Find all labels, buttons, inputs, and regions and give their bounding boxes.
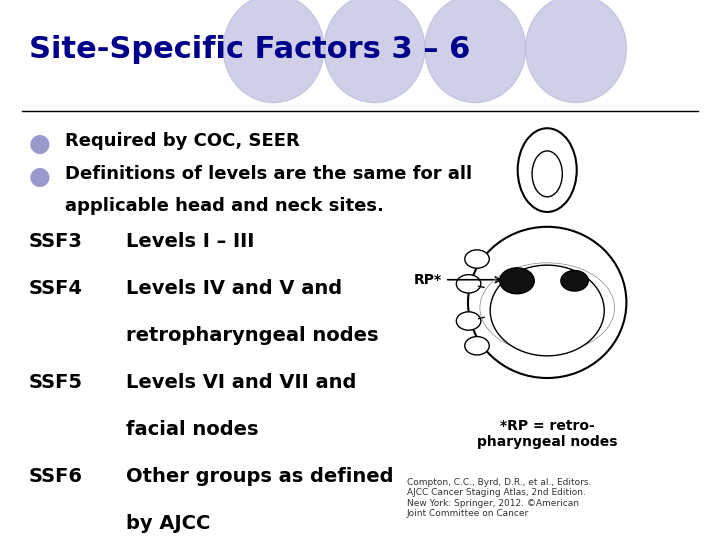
Circle shape <box>500 268 534 294</box>
Text: by AJCC: by AJCC <box>126 514 210 533</box>
Ellipse shape <box>324 0 425 103</box>
Text: SSF6: SSF6 <box>29 467 83 486</box>
Text: RP*: RP* <box>414 273 501 287</box>
Ellipse shape <box>526 0 626 103</box>
Text: Site-Specific Factors 3 – 6: Site-Specific Factors 3 – 6 <box>29 35 470 64</box>
Text: ●: ● <box>29 132 50 156</box>
Text: Levels I – III: Levels I – III <box>126 232 254 251</box>
Ellipse shape <box>468 227 626 378</box>
Text: SSF3: SSF3 <box>29 232 83 251</box>
Ellipse shape <box>425 0 526 103</box>
Text: Required by COC, SEER: Required by COC, SEER <box>65 132 300 150</box>
Circle shape <box>456 312 481 330</box>
Circle shape <box>465 250 490 268</box>
Text: SSF4: SSF4 <box>29 279 83 298</box>
Circle shape <box>561 271 588 291</box>
Text: ●: ● <box>29 165 50 188</box>
Text: applicable head and neck sites.: applicable head and neck sites. <box>65 197 384 215</box>
Ellipse shape <box>223 0 324 103</box>
Text: Levels VI and VII and: Levels VI and VII and <box>126 373 356 392</box>
Ellipse shape <box>490 265 604 356</box>
Circle shape <box>456 275 481 293</box>
Ellipse shape <box>518 128 577 212</box>
Text: Compton, C.C., Byrd, D.R., et al., Editors.
AJCC Cancer Staging Atlas, 2nd Editi: Compton, C.C., Byrd, D.R., et al., Edito… <box>407 478 591 518</box>
Text: Definitions of levels are the same for all: Definitions of levels are the same for a… <box>65 165 472 183</box>
Text: Levels IV and V and: Levels IV and V and <box>126 279 342 298</box>
Ellipse shape <box>532 151 562 197</box>
Text: retropharyngeal nodes: retropharyngeal nodes <box>126 326 379 345</box>
Text: Other groups as defined: Other groups as defined <box>126 467 394 486</box>
Circle shape <box>465 336 490 355</box>
Text: *RP = retro-
pharyngeal nodes: *RP = retro- pharyngeal nodes <box>477 418 618 449</box>
Text: SSF5: SSF5 <box>29 373 83 392</box>
Text: facial nodes: facial nodes <box>126 420 258 439</box>
